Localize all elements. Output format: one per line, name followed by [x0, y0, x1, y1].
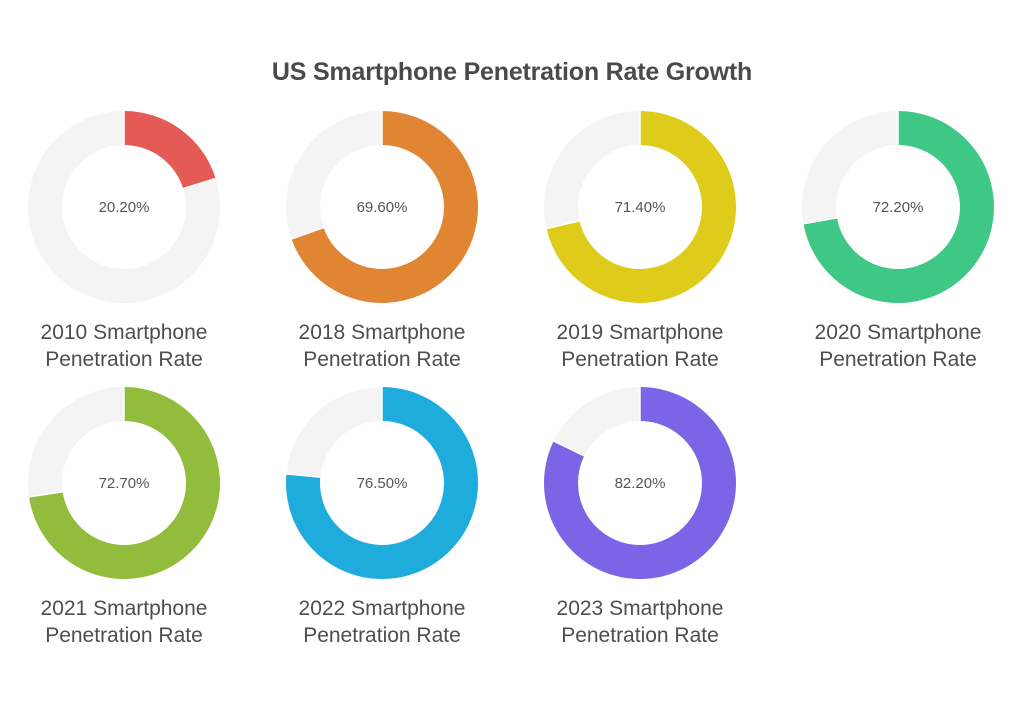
donut-remainder-segment: [553, 387, 640, 456]
donut-remainder-segment: [544, 111, 640, 229]
donut-remainder-segment: [27, 387, 124, 497]
category-label-line2: Penetration Rate: [45, 624, 203, 647]
donut-2018: 69.60% 2018 Smartphone Penetration Rate: [286, 110, 478, 371]
category-label-line1: 2021 Smartphone: [41, 597, 208, 620]
donut-value-segment: [29, 387, 221, 579]
donut-remainder-segment: [28, 111, 220, 303]
segment-divider: [285, 473, 322, 479]
value-label: 76.50%: [357, 475, 408, 492]
category-label-line2: Penetration Rate: [561, 348, 719, 371]
donut-value-segment: [291, 111, 478, 303]
segment-divider: [290, 226, 325, 240]
segment-divider: [552, 439, 586, 458]
value-label: 20.20%: [99, 199, 150, 216]
category-label-line2: Penetration Rate: [819, 348, 977, 371]
donut-value-segment: [286, 387, 479, 579]
category-label-line1: 2022 Smartphone: [299, 597, 466, 620]
donut-2022: 76.50% 2022 Smartphone Penetration Rate: [285, 386, 479, 647]
category-label-line1: 2010 Smartphone: [41, 321, 208, 344]
donut-value-segment: [544, 387, 737, 580]
category-label-line2: Penetration Rate: [303, 624, 461, 647]
donut-value-segment: [803, 111, 994, 303]
donut-2020: 72.20% 2020 Smartphone Penetration Rate: [802, 110, 994, 371]
value-label: 72.70%: [99, 475, 150, 492]
donut-value-segment: [124, 111, 216, 189]
donut-value-segment: [546, 111, 736, 303]
donut-2010: 20.20% 2010 Smartphone Penetration Rate: [28, 110, 220, 371]
value-label: 69.60%: [357, 199, 408, 216]
segment-divider: [545, 219, 581, 230]
value-label: 82.20%: [615, 475, 666, 492]
category-label-line1: 2019 Smartphone: [557, 321, 724, 344]
donut-remainder-segment: [286, 387, 382, 478]
value-label: 71.40%: [615, 199, 666, 216]
donut-2019: 71.40% 2019 Smartphone Penetration Rate: [544, 110, 736, 371]
donut-2023: 82.20% 2023 Smartphone Penetration Rate: [544, 386, 737, 647]
category-label-line2: Penetration Rate: [45, 348, 203, 371]
donut-2021: 72.70% 2021 Smartphone Penetration Rate: [27, 386, 221, 647]
category-label-line2: Penetration Rate: [303, 348, 461, 371]
segment-divider: [182, 177, 217, 190]
category-label-line2: Penetration Rate: [561, 624, 719, 647]
segment-divider: [802, 216, 839, 225]
chart-title: US Smartphone Penetration Rate Growth: [271, 58, 753, 86]
donut-remainder-segment: [286, 111, 382, 239]
category-label-line1: 2023 Smartphone: [557, 597, 724, 620]
category-label-line1: 2020 Smartphone: [815, 321, 982, 344]
segment-divider: [27, 491, 64, 498]
value-label: 72.20%: [873, 199, 924, 216]
donut-remainder-segment: [802, 111, 898, 224]
category-label-line1: 2018 Smartphone: [299, 321, 466, 344]
